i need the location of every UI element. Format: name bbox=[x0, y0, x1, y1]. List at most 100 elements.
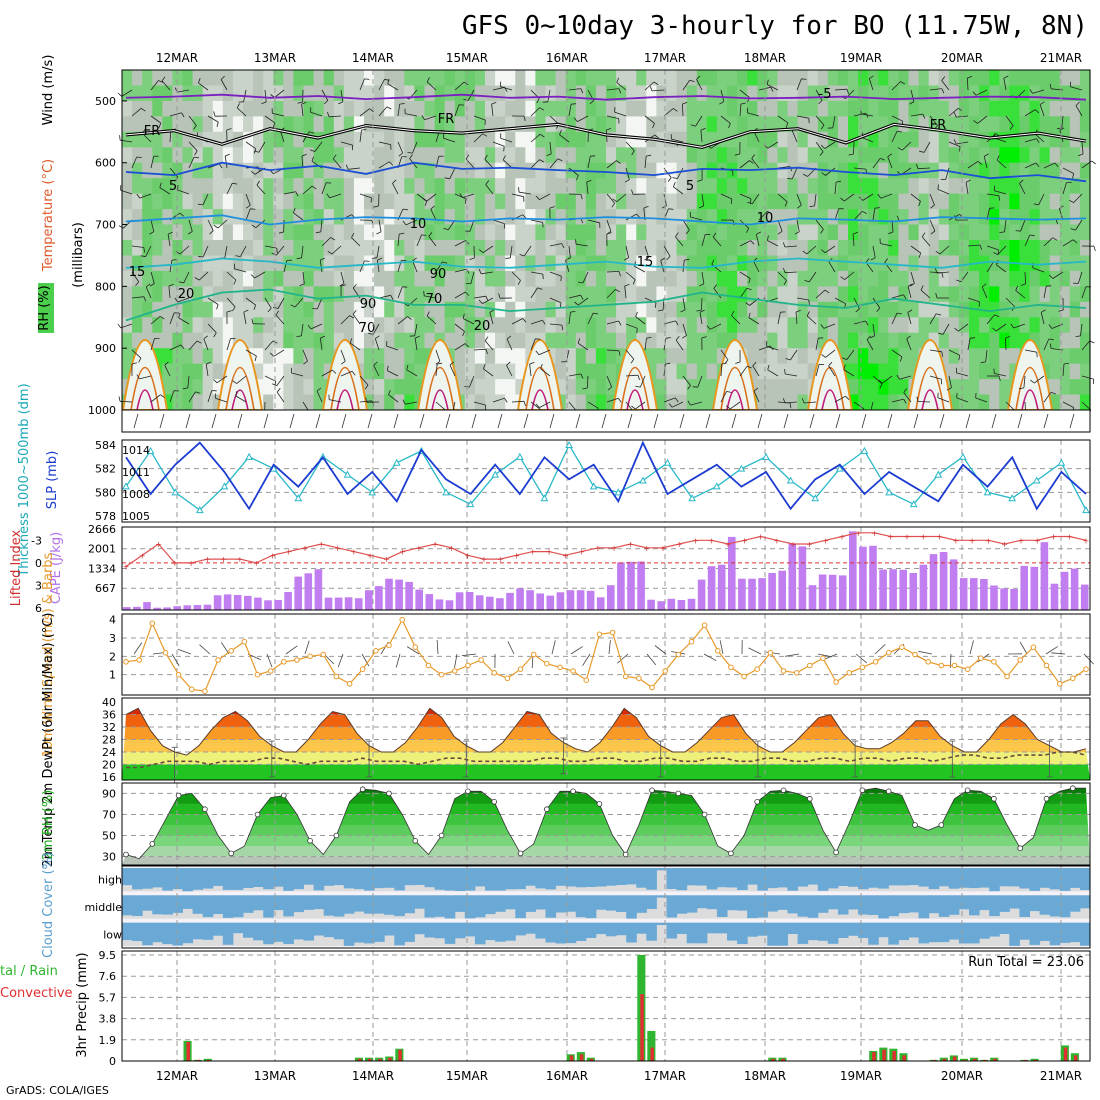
rh-cell bbox=[243, 85, 254, 102]
rh-cell bbox=[353, 240, 365, 257]
cloud-cover-bar bbox=[1029, 895, 1041, 912]
rh-cell bbox=[958, 224, 970, 241]
rh-cell bbox=[303, 240, 315, 257]
rh-cell bbox=[313, 85, 325, 102]
wind-barb bbox=[917, 167, 931, 170]
rh-cell bbox=[999, 379, 1010, 396]
rh-cell bbox=[979, 224, 990, 241]
rh-cell bbox=[555, 363, 567, 380]
cloud-cover-bar bbox=[656, 868, 667, 871]
rh-cell bbox=[1039, 348, 1051, 365]
rh-cell bbox=[364, 147, 375, 164]
rh-cell bbox=[132, 131, 143, 148]
wind-barb bbox=[937, 189, 950, 195]
rh-cell bbox=[757, 332, 768, 349]
rh-cell bbox=[243, 100, 254, 117]
rh-cell bbox=[232, 193, 244, 210]
rh-cell bbox=[525, 332, 536, 349]
wind-barb bbox=[695, 115, 703, 127]
bottom-date-label: 14MAR bbox=[352, 1069, 394, 1083]
rh-cell bbox=[888, 332, 899, 349]
rh-cell bbox=[495, 348, 506, 365]
contour-label: 10 bbox=[410, 217, 427, 232]
rh-cell bbox=[787, 286, 799, 303]
wind-barb bbox=[539, 107, 545, 111]
rh-cell bbox=[303, 100, 315, 117]
wind-speed-marker bbox=[951, 662, 958, 669]
wind-barb bbox=[226, 338, 231, 351]
wind-barb bbox=[900, 81, 906, 85]
lifted-index-marker: + bbox=[936, 533, 943, 542]
wind-tick-label: 3 bbox=[109, 632, 116, 645]
thickness-line bbox=[125, 443, 1087, 511]
rh-cell bbox=[757, 178, 768, 195]
temp-tick-label: 20 bbox=[102, 758, 116, 771]
lifted-index-tick-label: 6 bbox=[35, 602, 42, 615]
rh-cell bbox=[898, 301, 910, 318]
rh-cell bbox=[273, 363, 284, 380]
wind-barb bbox=[753, 387, 759, 392]
rh-line bbox=[125, 787, 1086, 860]
rh-cell bbox=[464, 224, 476, 241]
cape-bar bbox=[284, 592, 292, 610]
rh-cell bbox=[283, 348, 294, 365]
cloud-cover-bar bbox=[848, 895, 859, 910]
rh-cell bbox=[757, 162, 768, 179]
rh-cell bbox=[575, 224, 587, 241]
rh-cell bbox=[1059, 131, 1071, 148]
rh-cell bbox=[656, 332, 668, 349]
rh-cell bbox=[364, 193, 375, 210]
rh-cell bbox=[192, 85, 204, 102]
rh-cell bbox=[202, 116, 214, 133]
wind-barb bbox=[1024, 138, 1037, 143]
rh-cell bbox=[384, 270, 395, 287]
wind-barb bbox=[547, 89, 551, 102]
rh-cell bbox=[878, 332, 889, 349]
wind-barb bbox=[177, 297, 190, 303]
wind-barb bbox=[294, 297, 304, 308]
rh-cell bbox=[1069, 348, 1081, 365]
lifted-index-marker: + bbox=[513, 551, 520, 560]
rh-cell bbox=[757, 286, 768, 303]
rh-cell bbox=[253, 131, 264, 148]
wind-barb bbox=[706, 325, 711, 330]
rh-cell bbox=[837, 100, 849, 117]
wind-barb bbox=[272, 112, 285, 117]
rh-cell bbox=[495, 131, 506, 148]
rh-cell bbox=[868, 193, 879, 210]
rh-cell bbox=[323, 70, 335, 87]
wind-barb bbox=[430, 209, 437, 221]
wind-barb bbox=[699, 309, 705, 313]
rh-cell bbox=[938, 224, 950, 241]
rh-cell bbox=[474, 193, 486, 210]
rh-cell bbox=[535, 224, 547, 241]
rh-cell bbox=[777, 70, 789, 87]
cloud-cover-bar bbox=[918, 922, 930, 944]
rh-cell bbox=[202, 270, 214, 287]
rh-cell bbox=[747, 131, 758, 148]
rh-cell bbox=[232, 70, 244, 87]
wind-barb bbox=[734, 153, 740, 156]
wind-barb bbox=[701, 297, 703, 311]
rh-cell bbox=[686, 332, 698, 349]
cape-bar bbox=[274, 600, 282, 610]
rh-cell bbox=[868, 162, 879, 179]
wind-barb bbox=[463, 81, 469, 86]
rh-cell bbox=[737, 193, 748, 210]
wind-barb bbox=[631, 189, 634, 195]
wind-barb bbox=[1052, 237, 1058, 241]
wind-barb bbox=[874, 207, 880, 209]
wind-barb bbox=[942, 323, 950, 335]
rh-cell bbox=[898, 100, 910, 117]
cloud-cover-bar bbox=[182, 922, 194, 944]
rh-cell bbox=[1049, 301, 1061, 318]
cloud-cover-bar bbox=[727, 895, 738, 911]
rh-cell bbox=[676, 286, 688, 303]
rh-cell bbox=[938, 178, 950, 195]
rh-cell bbox=[1059, 116, 1071, 133]
wind-barb bbox=[359, 400, 372, 403]
rh-cell bbox=[454, 348, 466, 365]
cloud-cover-bar bbox=[757, 895, 768, 918]
wind-barb bbox=[777, 312, 781, 325]
rh-cell bbox=[424, 162, 436, 179]
